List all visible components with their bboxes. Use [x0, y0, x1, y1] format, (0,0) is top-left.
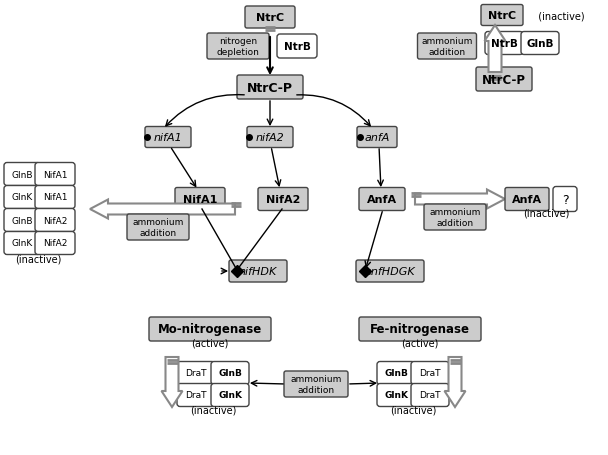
- FancyBboxPatch shape: [356, 260, 424, 283]
- Text: NtrC: NtrC: [256, 13, 284, 23]
- FancyBboxPatch shape: [145, 127, 191, 148]
- Text: (inactive): (inactive): [523, 208, 569, 218]
- Text: NtrB: NtrB: [283, 42, 311, 52]
- Text: ?: ?: [562, 193, 568, 206]
- FancyBboxPatch shape: [247, 127, 293, 148]
- FancyArrow shape: [485, 26, 505, 73]
- Text: (inactive): (inactive): [532, 11, 585, 21]
- Text: NifA2: NifA2: [43, 216, 67, 225]
- FancyBboxPatch shape: [237, 76, 303, 100]
- FancyBboxPatch shape: [177, 384, 215, 407]
- Text: ammonium
addition: ammonium addition: [133, 218, 184, 237]
- Text: Mo-nitrogenase: Mo-nitrogenase: [158, 323, 262, 336]
- Text: NtrB: NtrB: [491, 39, 517, 49]
- FancyBboxPatch shape: [505, 188, 549, 211]
- FancyBboxPatch shape: [35, 186, 75, 209]
- Text: ammonium
addition: ammonium addition: [421, 37, 472, 56]
- FancyBboxPatch shape: [4, 163, 40, 186]
- FancyBboxPatch shape: [277, 35, 317, 59]
- FancyArrow shape: [444, 357, 466, 407]
- Text: ammonium
addition: ammonium addition: [290, 374, 342, 394]
- FancyBboxPatch shape: [35, 163, 75, 186]
- FancyBboxPatch shape: [35, 232, 75, 255]
- FancyBboxPatch shape: [411, 362, 449, 384]
- FancyBboxPatch shape: [476, 68, 532, 92]
- FancyBboxPatch shape: [553, 187, 577, 212]
- FancyBboxPatch shape: [177, 362, 215, 384]
- Text: (inactive): (inactive): [15, 254, 61, 264]
- FancyBboxPatch shape: [357, 127, 397, 148]
- FancyBboxPatch shape: [245, 7, 295, 29]
- Text: NifA1: NifA1: [43, 193, 67, 202]
- Text: DraT: DraT: [185, 369, 207, 378]
- FancyBboxPatch shape: [359, 317, 481, 341]
- Text: DraT: DraT: [420, 391, 441, 399]
- Text: GlnB: GlnB: [527, 39, 554, 49]
- FancyBboxPatch shape: [418, 34, 477, 60]
- FancyBboxPatch shape: [258, 188, 308, 211]
- Text: (active): (active): [192, 338, 229, 348]
- FancyBboxPatch shape: [211, 362, 249, 384]
- Text: GlnK: GlnK: [384, 391, 408, 399]
- Text: GlnB: GlnB: [12, 216, 33, 225]
- Text: DraT: DraT: [185, 391, 207, 399]
- Text: NtrC-P: NtrC-P: [482, 73, 526, 86]
- FancyBboxPatch shape: [411, 384, 449, 407]
- Text: NifA1: NifA1: [183, 195, 217, 205]
- Text: nifHDK: nifHDK: [239, 267, 277, 276]
- FancyBboxPatch shape: [35, 209, 75, 232]
- FancyBboxPatch shape: [521, 32, 559, 56]
- FancyBboxPatch shape: [485, 32, 523, 56]
- FancyBboxPatch shape: [359, 188, 405, 211]
- Text: AnfA: AnfA: [367, 195, 397, 205]
- Text: GlnB: GlnB: [218, 369, 242, 378]
- FancyBboxPatch shape: [377, 362, 415, 384]
- Text: ammonium
addition: ammonium addition: [429, 208, 481, 227]
- FancyBboxPatch shape: [377, 384, 415, 407]
- Text: nifA2: nifA2: [255, 133, 285, 143]
- Text: nitrogen
depletion: nitrogen depletion: [216, 37, 260, 56]
- Text: NtrC: NtrC: [488, 11, 516, 21]
- Text: NifA1: NifA1: [43, 170, 67, 179]
- FancyBboxPatch shape: [211, 384, 249, 407]
- FancyBboxPatch shape: [4, 209, 40, 232]
- Text: GlnK: GlnK: [12, 193, 33, 202]
- Text: GlnB: GlnB: [384, 369, 408, 378]
- FancyBboxPatch shape: [207, 34, 269, 60]
- Text: anfA: anfA: [364, 133, 390, 143]
- FancyBboxPatch shape: [4, 232, 40, 255]
- FancyArrow shape: [162, 357, 182, 407]
- Text: anfHDGK: anfHDGK: [365, 267, 415, 276]
- Text: GlnB: GlnB: [12, 170, 33, 179]
- FancyBboxPatch shape: [229, 260, 287, 283]
- FancyArrow shape: [90, 200, 235, 219]
- Text: nifA1: nifA1: [154, 133, 182, 143]
- Text: NtrC-P: NtrC-P: [247, 81, 293, 94]
- Text: GlnK: GlnK: [12, 239, 33, 248]
- Text: (inactive): (inactive): [190, 405, 236, 415]
- FancyBboxPatch shape: [424, 205, 486, 231]
- FancyBboxPatch shape: [4, 186, 40, 209]
- FancyBboxPatch shape: [481, 5, 523, 26]
- Text: NifA2: NifA2: [43, 239, 67, 248]
- FancyBboxPatch shape: [284, 371, 348, 397]
- FancyBboxPatch shape: [175, 188, 225, 211]
- Text: Fe-nitrogenase: Fe-nitrogenase: [370, 323, 470, 336]
- Text: NifA2: NifA2: [266, 195, 300, 205]
- FancyBboxPatch shape: [149, 317, 271, 341]
- Text: (inactive): (inactive): [390, 405, 436, 415]
- FancyBboxPatch shape: [127, 214, 189, 241]
- Text: GlnK: GlnK: [218, 391, 242, 399]
- Text: (active): (active): [401, 338, 439, 348]
- FancyArrow shape: [415, 190, 505, 209]
- Text: AnfA: AnfA: [512, 195, 542, 205]
- Text: DraT: DraT: [420, 369, 441, 378]
